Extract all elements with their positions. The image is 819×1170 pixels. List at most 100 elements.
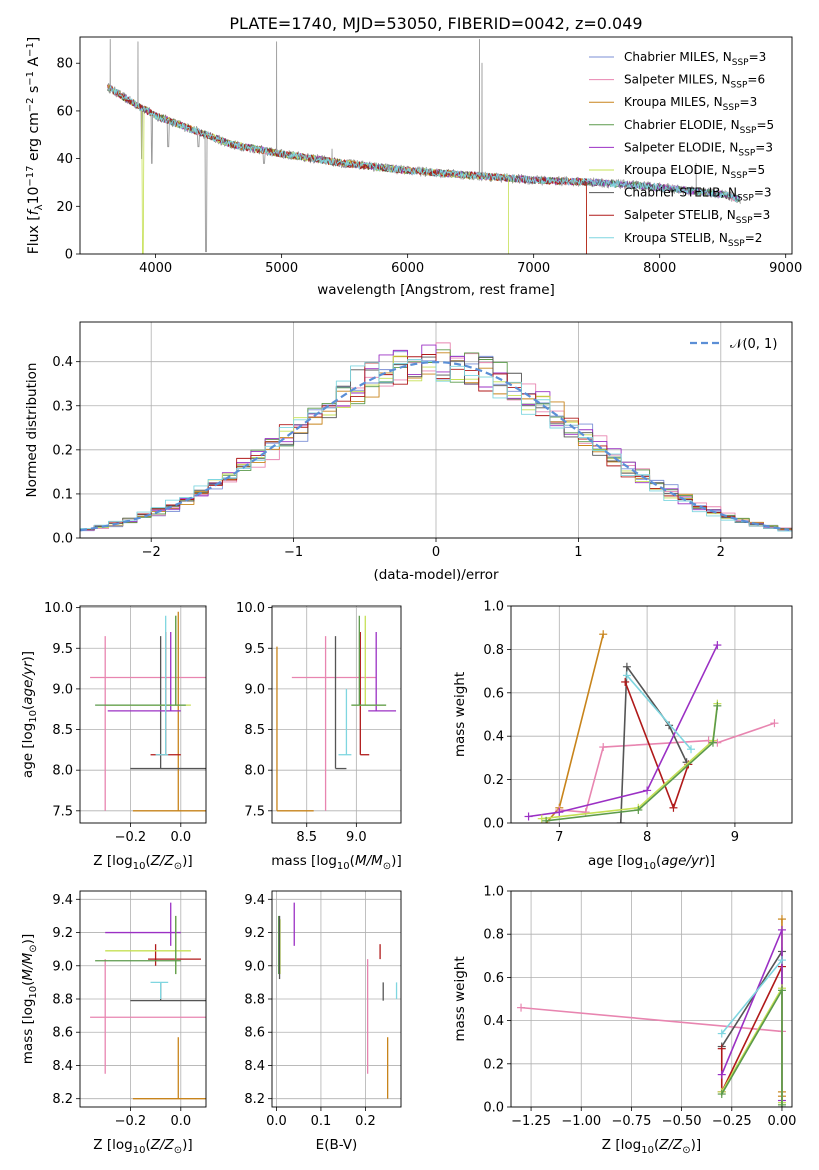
grid bbox=[80, 891, 206, 1107]
histogram-kroupa-stelib bbox=[80, 359, 792, 532]
y-tick-label: 10.0 bbox=[44, 601, 73, 616]
plot-area bbox=[524, 630, 779, 823]
y-axis-label: Flux [fλ10−17 erg cm−2 s−1 A−1] bbox=[25, 37, 45, 255]
y-tick-label: 0.8 bbox=[483, 643, 504, 658]
x-axis-label: Z [log10(Z/Z⊙)] bbox=[93, 853, 192, 872]
plot-area bbox=[278, 902, 398, 1099]
label-part: )] bbox=[182, 1137, 193, 1153]
legend-text: Chabrier ELODIE, N bbox=[624, 118, 740, 132]
legend-sub: SSP bbox=[737, 194, 754, 204]
label-sub: ⊙ bbox=[383, 861, 391, 872]
y-tick-label: 60 bbox=[56, 104, 73, 119]
label-part: λ bbox=[34, 204, 45, 210]
legend-label: Chabrier STELIB, NSSP=3 bbox=[624, 186, 772, 204]
x-axis-label: wavelength [Angstrom, rest frame] bbox=[317, 282, 555, 298]
label-part: log bbox=[112, 853, 133, 869]
legend-value: =3 bbox=[753, 208, 771, 222]
legend-value: =3 bbox=[754, 186, 772, 200]
label-part: Flux [ bbox=[26, 215, 42, 254]
x-tick-label: −0.2 bbox=[115, 830, 147, 845]
weight-line-kroupa-stelib bbox=[626, 674, 692, 750]
x-tick-label: −0.25 bbox=[712, 1114, 752, 1129]
legend-label: Salpeter STELIB, NSSP=3 bbox=[624, 208, 770, 226]
axes-age_vs_Z: −0.2 0.07.58.08.59.09.510.0Z [log10(Z/Z⊙)… bbox=[20, 601, 207, 872]
x-tick-label: 0 bbox=[432, 545, 440, 560]
legend-sub: SSP bbox=[728, 239, 745, 249]
y-tick-label: 0.4 bbox=[483, 730, 504, 745]
x-tick-label: 0.1 bbox=[311, 1114, 332, 1129]
y-tick-label: 0.1 bbox=[52, 487, 73, 502]
legend-sub: SSP bbox=[723, 103, 740, 113]
label-part: (data-model)/error bbox=[373, 567, 499, 583]
weight-line-salpeter-miles bbox=[559, 722, 775, 813]
label-part: 10 bbox=[26, 187, 42, 205]
y-tick-label: 8.2 bbox=[244, 1092, 265, 1107]
axes-residuals: −2 −1 0 1 2 0.0 0.1 0.2 0.3 0.4 (data-model)/error… bbox=[24, 321, 793, 583]
y-tick-label: 8.0 bbox=[52, 764, 73, 779]
axes-frame bbox=[271, 605, 402, 824]
x-axis-label: E(B-V) bbox=[316, 1137, 358, 1153]
x-tick-label: −0.75 bbox=[612, 1114, 652, 1129]
legend-text: Salpeter MILES, N bbox=[624, 73, 731, 87]
weight-line-chabrier-stelib bbox=[619, 665, 688, 823]
grid bbox=[80, 606, 206, 823]
model-spectrum-kroupa-stelib bbox=[107, 85, 740, 203]
model-spectrum-kroupa-miles bbox=[107, 84, 587, 254]
label-italic: Z/Z bbox=[150, 1137, 175, 1153]
label-sub: 10 bbox=[133, 1145, 146, 1156]
y-tick-label: 0.8 bbox=[483, 928, 504, 943]
legend-label: Kroupa STELIB, NSSP=2 bbox=[624, 231, 762, 249]
weight-line-chabrier-elodie bbox=[721, 989, 783, 1105]
legend-text: Kroupa ELODIE, N bbox=[624, 163, 731, 177]
grid bbox=[272, 606, 401, 823]
y-tick-label: 8.8 bbox=[52, 993, 73, 1008]
grid bbox=[272, 891, 401, 1107]
label-sub: ⊙ bbox=[28, 944, 39, 952]
legend-label: Chabrier ELODIE, NSSP=5 bbox=[624, 118, 774, 136]
label-part: age [ bbox=[20, 743, 36, 778]
y-tick-label: 1.0 bbox=[483, 885, 504, 900]
axes-mass_vs_Z: −0.2 0.08.28.48.68.89.09.29.4Z [log10(Z/Z… bbox=[20, 890, 207, 1156]
y-tick-label: 9.0 bbox=[244, 959, 265, 974]
label-italic: age/yr bbox=[661, 853, 706, 869]
x-tick-label: 8000 bbox=[643, 261, 676, 276]
legend-label: Kroupa MILES, NSSP=3 bbox=[624, 95, 757, 113]
axes-frame bbox=[271, 890, 402, 1108]
y-tick-label: 80 bbox=[56, 57, 73, 72]
label-part: ( bbox=[145, 1137, 150, 1153]
x-tick-label: 0.0 bbox=[170, 1114, 191, 1129]
plot-area bbox=[80, 342, 792, 532]
x-axis-label: mass [log10(M/M⊙)] bbox=[271, 853, 401, 872]
legend-label: Salpeter ELODIE, NSSP=3 bbox=[624, 140, 773, 158]
label-part: )] bbox=[705, 853, 716, 869]
axes-frame bbox=[510, 890, 793, 1108]
label-part: ( bbox=[145, 853, 150, 869]
label-part: Z [ bbox=[93, 1137, 112, 1153]
grid bbox=[511, 605, 792, 824]
label-part: −2 bbox=[25, 97, 36, 112]
axes-frame bbox=[510, 605, 793, 824]
axes-mass_vs_EBV: 0.0 0.1 0.2 8.2 8.4 8.6 8.8 9.0 9.2 9.4 E(B-V) bbox=[244, 890, 402, 1153]
label-part: ( bbox=[654, 1137, 659, 1153]
x-tick-label: 0.0 bbox=[170, 830, 191, 845]
y-tick-label: 9.0 bbox=[52, 959, 73, 974]
y-tick-label: 9.0 bbox=[52, 682, 73, 697]
normal-curve bbox=[80, 361, 790, 532]
legend-text: Salpeter STELIB, N bbox=[624, 208, 736, 222]
legend-text: Chabrier STELIB, N bbox=[624, 186, 737, 200]
label-part: ( bbox=[656, 853, 661, 869]
weight-line-salpeter-miles bbox=[520, 1006, 783, 1033]
y-tick-label: 8.6 bbox=[52, 1026, 73, 1041]
label-part: Z [ bbox=[93, 853, 112, 869]
y-tick-label: 8.2 bbox=[52, 1092, 73, 1107]
label-part: mass [ bbox=[20, 1019, 36, 1064]
legend-value: =5 bbox=[747, 163, 765, 177]
x-tick-label: 1 bbox=[574, 545, 582, 560]
label-part: mass [ bbox=[271, 853, 316, 869]
axes-frame bbox=[79, 890, 207, 1108]
label-sub: 10 bbox=[337, 861, 350, 872]
label-part: A bbox=[26, 57, 42, 71]
x-tick-label: 0.0 bbox=[266, 1114, 287, 1129]
label-part: s bbox=[26, 86, 42, 98]
